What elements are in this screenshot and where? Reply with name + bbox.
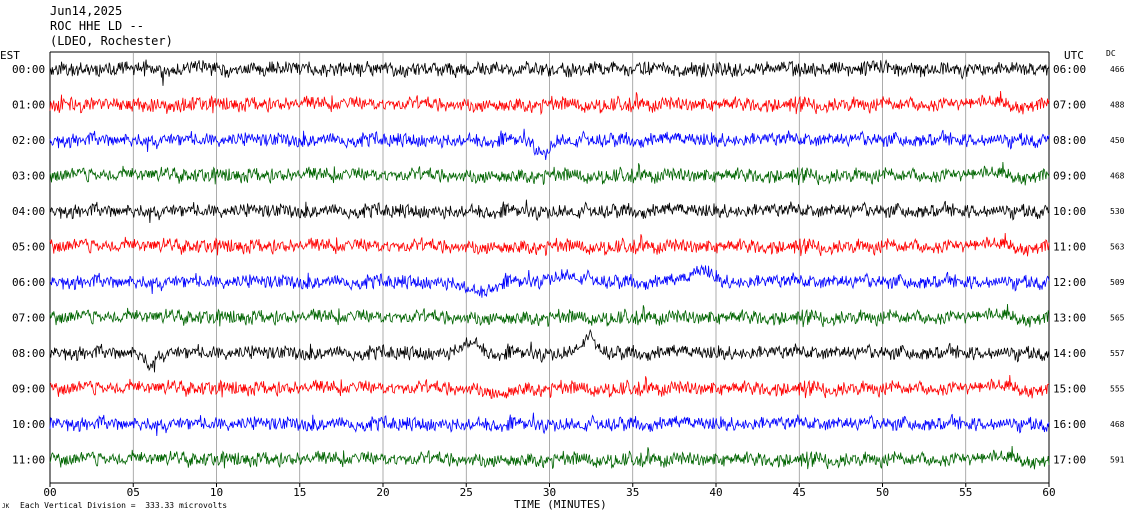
header-date: Jun14,2025 <box>50 4 123 18</box>
row-label-dc: 557 <box>1110 349 1125 358</box>
x-tick-label: 35 <box>626 486 639 499</box>
row-label-dc: 530 <box>1110 207 1125 216</box>
row-label-dc: 563 <box>1110 243 1125 252</box>
x-tick-label: 15 <box>293 486 306 499</box>
row-label-est: 05:00 <box>12 241 45 254</box>
row-label-utc: 08:00 <box>1053 134 1086 147</box>
row-label-est: 10:00 <box>12 418 45 431</box>
trace-line <box>49 161 1050 186</box>
row-label-est: 01:00 <box>12 99 45 112</box>
row-label-est: 07:00 <box>12 312 45 325</box>
row-label-est: 03:00 <box>12 170 45 183</box>
trace-line <box>49 328 1050 373</box>
trace-line <box>49 445 1050 470</box>
trace-line <box>49 90 1050 116</box>
row-label-utc: 11:00 <box>1053 241 1086 254</box>
x-tick-label: 30 <box>543 486 556 499</box>
row-label-est: 06:00 <box>12 276 45 289</box>
row-label-utc: 13:00 <box>1053 312 1086 325</box>
row-label-dc: 555 <box>1110 385 1125 394</box>
row-label-dc: 450 <box>1110 136 1125 145</box>
row-label-est: 00:00 <box>12 63 45 76</box>
x-tick-label: 10 <box>210 486 223 499</box>
row-label-dc: 509 <box>1110 278 1125 287</box>
trace-line <box>49 59 1050 86</box>
row-label-dc: 488 <box>1110 101 1125 110</box>
traces <box>49 59 1050 470</box>
trace-line <box>49 199 1050 224</box>
header-network: (LDEO, Rochester) <box>50 34 173 48</box>
x-tick-label: 45 <box>793 486 806 499</box>
row-label-dc: 468 <box>1110 420 1125 429</box>
row-label-dc: 468 <box>1110 172 1125 181</box>
left-axis-label: EST <box>0 49 20 62</box>
row-label-utc: 12:00 <box>1053 276 1086 289</box>
row-label-utc: 16:00 <box>1053 418 1086 431</box>
row-label-utc: 15:00 <box>1053 383 1086 396</box>
trace-line <box>49 264 1050 298</box>
row-label-est: 04:00 <box>12 205 45 218</box>
row-label-utc: 14:00 <box>1053 347 1086 360</box>
trace-line <box>49 303 1050 328</box>
row-label-est: 02:00 <box>12 134 45 147</box>
row-label-est: 09:00 <box>12 383 45 396</box>
x-tick-label: 40 <box>709 486 722 499</box>
trace-line <box>49 412 1050 437</box>
x-axis-label: TIME (MINUTES) <box>514 498 607 511</box>
row-label-dc: 591 <box>1110 456 1125 465</box>
header-station: ROC HHE LD -- <box>50 19 144 33</box>
x-tick-label: 25 <box>460 486 473 499</box>
right-axis-label: UTC <box>1064 49 1084 62</box>
corner-mark: JK <box>2 503 10 510</box>
row-label-dc: 466 <box>1110 65 1125 74</box>
dc-label: DC <box>1106 49 1116 58</box>
trace-line <box>49 232 1050 257</box>
x-tick-label: 55 <box>959 486 972 499</box>
row-label-utc: 10:00 <box>1053 205 1086 218</box>
trace-line <box>49 374 1050 399</box>
trace-line <box>49 128 1050 161</box>
row-label-est: 08:00 <box>12 347 45 360</box>
labels: 00 05 10 15 20 25 30 35 40 45 50 55 60 00:00 06:00 466 0… <box>12 63 1125 499</box>
row-label-est: 11:00 <box>12 454 45 467</box>
x-tick-label: 00 <box>43 486 56 499</box>
row-label-utc: 07:00 <box>1053 99 1086 112</box>
x-tick-label: 20 <box>376 486 389 499</box>
row-label-utc: 17:00 <box>1053 454 1086 467</box>
row-label-utc: 09:00 <box>1053 170 1086 183</box>
x-tick-label: 05 <box>127 486 140 499</box>
x-tick-label: 50 <box>876 486 889 499</box>
row-label-utc: 06:00 <box>1053 63 1086 76</box>
x-tick-label: 60 <box>1042 486 1055 499</box>
scale-note: Each Vertical Division = 333.33 microvol… <box>20 501 228 510</box>
row-label-dc: 565 <box>1110 314 1125 323</box>
grid <box>49 51 1050 487</box>
